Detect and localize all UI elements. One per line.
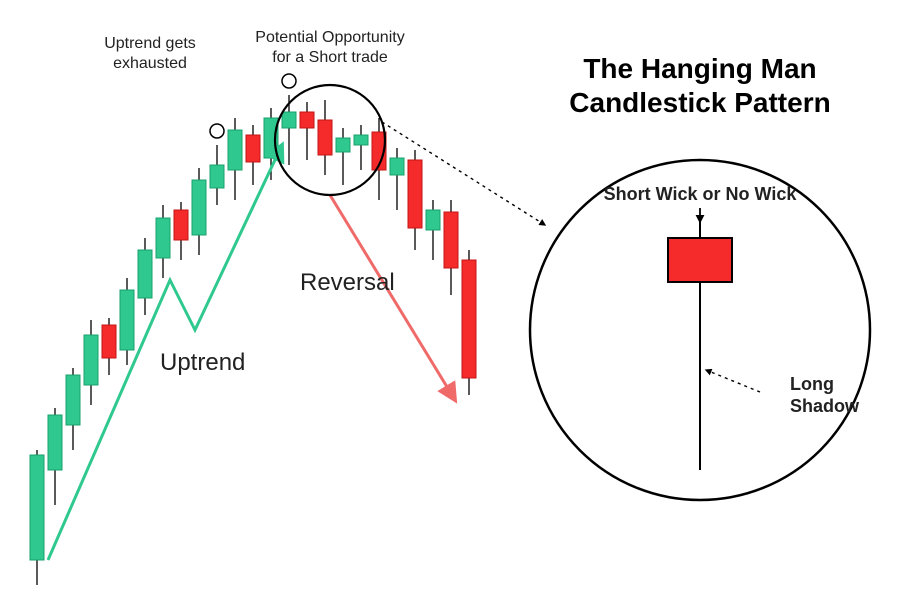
- detail-hanging-man-candle: [668, 216, 732, 470]
- annotation-opportunity-2: for a Short trade: [272, 49, 388, 66]
- bull-candle: [426, 210, 440, 230]
- label-reversal: Reversal: [300, 269, 395, 296]
- bear-candle: [246, 135, 260, 162]
- long-shadow-pointer: [706, 370, 760, 392]
- bull-candle: [354, 135, 368, 145]
- connector-line: [382, 122, 545, 225]
- title-line-2: Candlestick Pattern: [569, 87, 830, 118]
- bear-candle: [444, 212, 458, 268]
- bull-candle: [156, 218, 170, 258]
- label-long-shadow-1: Long: [790, 374, 834, 394]
- bear-candle: [174, 210, 188, 240]
- label-uptrend: Uptrend: [160, 349, 245, 376]
- bull-candle: [84, 335, 98, 385]
- candlestick-chart: [30, 74, 476, 585]
- bull-candle: [210, 165, 224, 188]
- bull-candle: [336, 138, 350, 152]
- bull-candle: [120, 290, 134, 350]
- bear-candle: [408, 160, 422, 228]
- title-line-1: The Hanging Man: [583, 53, 816, 84]
- bear-candle: [318, 120, 332, 155]
- bull-candle: [192, 180, 206, 235]
- bear-candle: [300, 112, 314, 128]
- bull-candle: [66, 375, 80, 425]
- bull-candle: [138, 250, 152, 298]
- annotation-opportunity-1: Potential Opportunity: [255, 29, 404, 46]
- bull-candle: [228, 130, 242, 170]
- annotation-exhausted-2: exhausted: [113, 55, 187, 72]
- bull-candle: [282, 112, 296, 128]
- bear-candle: [102, 325, 116, 358]
- label-long-shadow-2: Shadow: [790, 396, 860, 416]
- hanging-man-marker-icon: [210, 124, 224, 138]
- bull-candle: [48, 415, 62, 470]
- label-short-wick: Short Wick or No Wick: [604, 184, 798, 204]
- bear-candle: [462, 260, 476, 378]
- bull-candle: [30, 455, 44, 560]
- hanging-man-diagram: The Hanging Man Candlestick Pattern Uptr…: [0, 0, 900, 600]
- annotation-exhausted-1: Uptrend gets: [104, 35, 196, 52]
- bull-candle: [390, 158, 404, 175]
- hanging-man-marker-icon: [282, 74, 296, 88]
